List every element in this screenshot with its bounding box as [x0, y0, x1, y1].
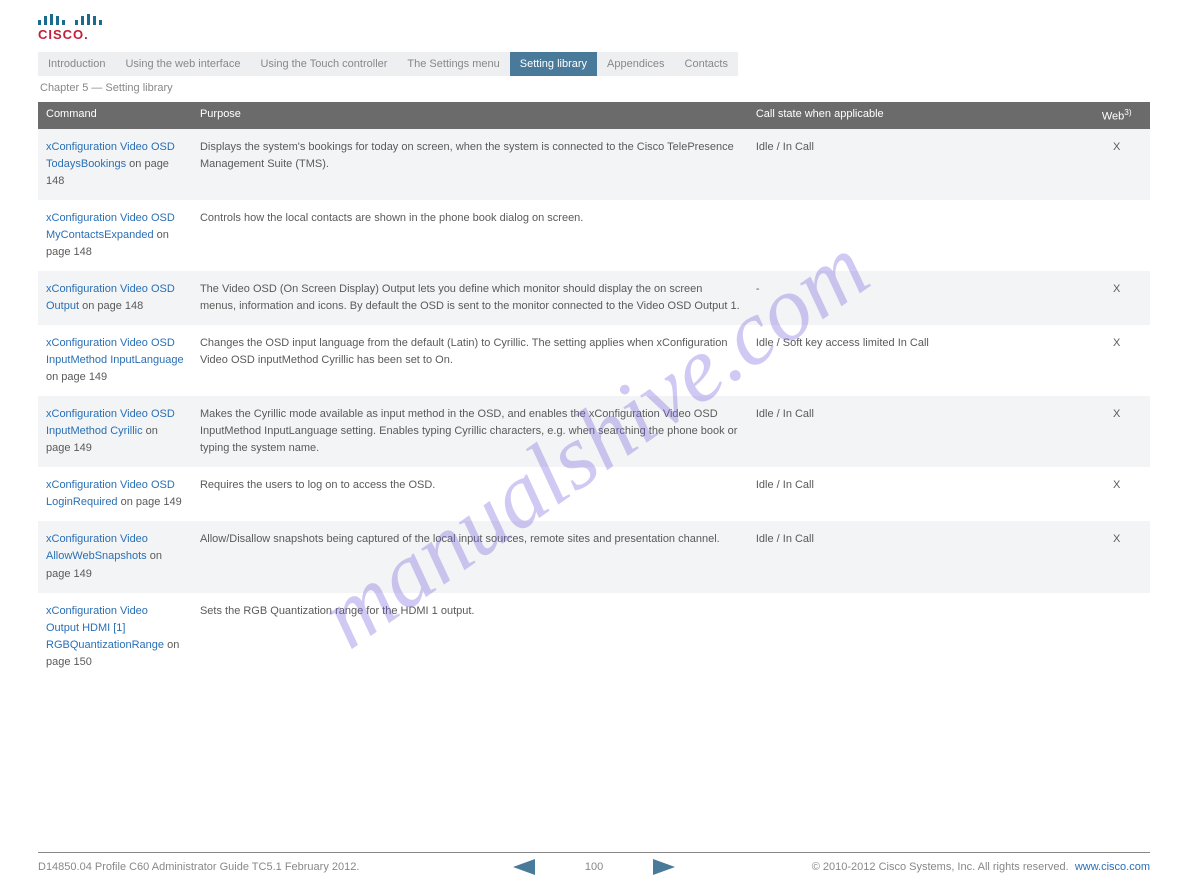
page-container: CISCO. IntroductionUsing the web interfa… [0, 0, 1188, 681]
cell-call-state: Idle / In Call [748, 129, 1084, 200]
cell-web: X [1083, 396, 1150, 467]
next-page-button[interactable] [653, 859, 675, 875]
tab-setting-library[interactable]: Setting library [510, 52, 597, 76]
table-header: Command Purpose Call state when applicab… [38, 102, 1150, 129]
th-call: Call state when applicable [748, 102, 1084, 129]
cell-web [1083, 593, 1150, 681]
cell-command: xConfiguration Video OSD InputMethod Inp… [38, 325, 192, 396]
cell-command: xConfiguration Video AllowWebSnapshots o… [38, 521, 192, 592]
cisco-bars-icon [38, 14, 1150, 25]
table-row: xConfiguration Video OSD Output on page … [38, 271, 1150, 325]
cell-call-state [748, 200, 1084, 271]
cell-web: X [1083, 271, 1150, 325]
command-link[interactable]: xConfiguration Video OSD InputMethod Inp… [46, 337, 184, 366]
cell-web: X [1083, 129, 1150, 200]
cell-purpose: Requires the users to log on to access t… [192, 467, 748, 521]
tab-using-the-web-interface[interactable]: Using the web interface [115, 52, 250, 76]
cell-purpose: Controls how the local contacts are show… [192, 200, 748, 271]
tab-appendices[interactable]: Appendices [597, 52, 675, 76]
cell-command: xConfiguration Video OSD InputMethod Cyr… [38, 396, 192, 467]
table-row: xConfiguration Video OSD LoginRequired o… [38, 467, 1150, 521]
cell-call-state: Idle / In Call [748, 467, 1084, 521]
cisco-url-link[interactable]: www.cisco.com [1075, 861, 1150, 873]
footer-doc-id: D14850.04 Profile C60 Administrator Guid… [38, 861, 409, 873]
command-link[interactable]: xConfiguration Video OSD LoginRequired [46, 479, 175, 508]
footer-right: © 2010-2012 Cisco Systems, Inc. All righ… [779, 861, 1150, 873]
command-link[interactable]: xConfiguration Video OSD InputMethod Cyr… [46, 408, 175, 437]
cell-purpose: Sets the RGB Quantization range for the … [192, 593, 748, 681]
cell-call-state [748, 593, 1084, 681]
command-link[interactable]: xConfiguration Video OSD Output [46, 283, 175, 312]
tab-using-the-touch-controller[interactable]: Using the Touch controller [250, 52, 397, 76]
prev-page-button[interactable] [513, 859, 535, 875]
cell-purpose: Allow/Disallow snapshots being captured … [192, 521, 748, 592]
cell-purpose: Changes the OSD input language from the … [192, 325, 748, 396]
cell-purpose: Displays the system's bookings for today… [192, 129, 748, 200]
top-tabs: IntroductionUsing the web interfaceUsing… [38, 52, 1150, 76]
cell-call-state: Idle / In Call [748, 521, 1084, 592]
table-row: xConfiguration Video AllowWebSnapshots o… [38, 521, 1150, 592]
cell-command: xConfiguration Video OSD Output on page … [38, 271, 192, 325]
footer: D14850.04 Profile C60 Administrator Guid… [0, 812, 1188, 875]
tab-the-settings-menu[interactable]: The Settings menu [397, 52, 509, 76]
table-row: xConfiguration Video OSD InputMethod Cyr… [38, 396, 1150, 467]
cisco-wordmark: CISCO. [38, 27, 1150, 42]
settings-table: Command Purpose Call state when applicab… [38, 102, 1150, 681]
cell-command: xConfiguration Video Output HDMI [1] RGB… [38, 593, 192, 681]
cell-call-state: Idle / In Call [748, 396, 1084, 467]
page-number: 100 [585, 861, 603, 873]
cell-web: X [1083, 521, 1150, 592]
cell-web: X [1083, 467, 1150, 521]
command-link[interactable]: xConfiguration Video AllowWebSnapshots [46, 533, 148, 562]
command-link[interactable]: xConfiguration Video Output HDMI [1] RGB… [46, 605, 164, 651]
th-command: Command [38, 102, 192, 129]
chapter-title: Chapter 5 — Setting library [38, 82, 1150, 94]
table-row: xConfiguration Video OSD TodaysBookings … [38, 129, 1150, 200]
table-body: xConfiguration Video OSD TodaysBookings … [38, 129, 1150, 681]
cell-purpose: The Video OSD (On Screen Display) Output… [192, 271, 748, 325]
th-web: Web3) [1083, 102, 1150, 129]
command-link[interactable]: xConfiguration Video OSD MyContactsExpan… [46, 212, 175, 241]
cisco-logo: CISCO. [38, 14, 1150, 42]
cell-web [1083, 200, 1150, 271]
command-link[interactable]: xConfiguration Video OSD TodaysBookings [46, 141, 175, 170]
footer-divider [38, 852, 1150, 853]
th-purpose: Purpose [192, 102, 748, 129]
cell-command: xConfiguration Video OSD LoginRequired o… [38, 467, 192, 521]
cell-purpose: Makes the Cyrillic mode available as inp… [192, 396, 748, 467]
table-row: xConfiguration Video OSD InputMethod Inp… [38, 325, 1150, 396]
cell-command: xConfiguration Video OSD TodaysBookings … [38, 129, 192, 200]
footer-nav: 100 [409, 859, 780, 875]
cell-call-state: - [748, 271, 1084, 325]
table-row: xConfiguration Video OSD MyContactsExpan… [38, 200, 1150, 271]
cell-web: X [1083, 325, 1150, 396]
table-row: xConfiguration Video Output HDMI [1] RGB… [38, 593, 1150, 681]
cell-command: xConfiguration Video OSD MyContactsExpan… [38, 200, 192, 271]
tab-introduction[interactable]: Introduction [38, 52, 115, 76]
cell-call-state: Idle / Soft key access limited In Call [748, 325, 1084, 396]
tab-contacts[interactable]: Contacts [675, 52, 738, 76]
